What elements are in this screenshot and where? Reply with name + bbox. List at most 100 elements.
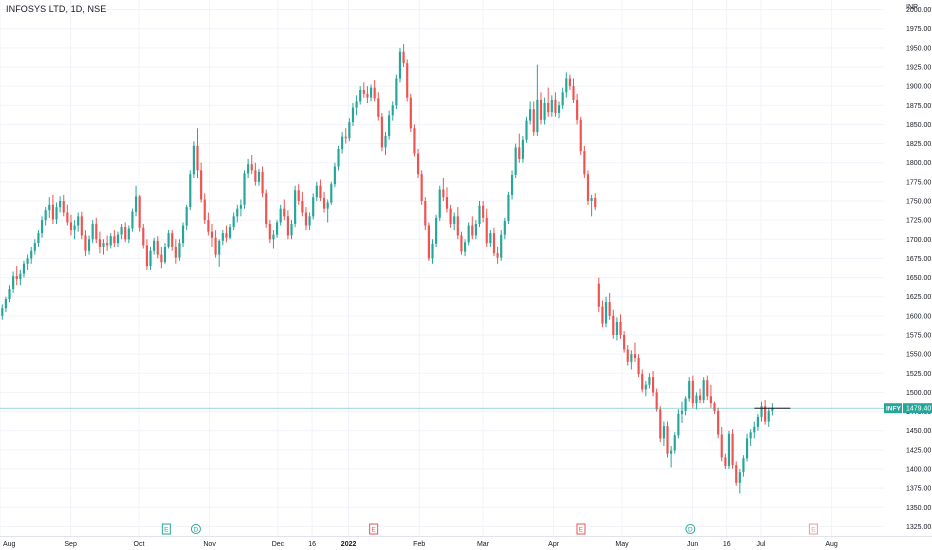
dividend-marker[interactable]: D <box>190 524 201 534</box>
candle-body <box>695 395 698 404</box>
candle <box>388 110 391 140</box>
candle-body <box>702 380 705 401</box>
marker-shape <box>685 524 696 534</box>
candle-body <box>435 217 438 244</box>
candle <box>395 74 398 110</box>
candle-body <box>203 199 206 221</box>
candle-body <box>619 321 622 335</box>
candle <box>586 170 590 205</box>
marker-shape <box>190 524 201 534</box>
candle <box>391 101 394 121</box>
candle <box>767 407 770 427</box>
candle <box>145 239 148 270</box>
marker-letter: D <box>688 527 693 534</box>
earnings-marker[interactable]: E <box>808 523 818 535</box>
candle-body <box>84 235 87 251</box>
candle <box>210 223 214 247</box>
candle-body <box>496 253 499 258</box>
candle <box>655 388 658 412</box>
time-axis[interactable]: Aug Sep Oct Nov Dec 16 2022 Feb Mar Apr May Jun 16 Ju… <box>0 536 932 550</box>
candle <box>536 64 539 136</box>
candle <box>297 184 300 205</box>
candle-body <box>424 201 427 226</box>
candle-body <box>485 217 488 244</box>
candle <box>641 369 644 393</box>
candle <box>344 128 347 144</box>
candle-body <box>268 223 271 240</box>
candle <box>713 401 716 414</box>
candle-body <box>550 99 553 113</box>
candle-body <box>142 227 145 246</box>
candle-body <box>518 147 521 159</box>
candle <box>402 44 405 67</box>
candle-body <box>413 128 416 154</box>
candle-body <box>677 413 680 436</box>
candle-body <box>713 403 716 411</box>
candle <box>409 93 412 133</box>
candle <box>225 225 228 243</box>
candle-body <box>124 227 127 240</box>
candle-body <box>120 227 123 235</box>
candle <box>637 354 640 378</box>
candle <box>543 97 546 125</box>
candle-body <box>666 426 669 454</box>
candle <box>608 292 611 320</box>
candle-body <box>539 99 543 120</box>
marker-shape <box>808 523 818 535</box>
candle <box>424 197 427 231</box>
price-tick-label: 1725.00 <box>906 218 931 225</box>
candlestick-series[interactable] <box>1 44 774 494</box>
candle <box>359 86 362 105</box>
time-tick-label: Jun <box>687 541 698 548</box>
earnings-marker[interactable]: E <box>369 523 379 535</box>
candle-body <box>236 208 239 217</box>
candle <box>366 86 369 103</box>
candle-body <box>243 173 246 205</box>
time-tick-label: Aug <box>3 541 16 548</box>
candle <box>203 193 206 224</box>
candle <box>98 231 101 254</box>
earnings-marker[interactable]: E <box>576 523 586 535</box>
candle-body <box>48 204 51 211</box>
candle <box>594 193 597 211</box>
candle <box>557 101 561 119</box>
candle-body <box>167 233 170 247</box>
candle <box>460 231 463 255</box>
candle <box>413 124 416 157</box>
candle-body <box>594 197 597 208</box>
candle <box>149 246 152 270</box>
candle-body <box>225 233 228 238</box>
candle <box>261 166 264 198</box>
candle-body <box>673 435 676 451</box>
time-tick-label: Apr <box>548 541 560 548</box>
candle-body <box>8 289 11 300</box>
marker-shape <box>161 523 171 535</box>
candle <box>380 112 383 152</box>
candle-body <box>261 171 264 194</box>
candle-body <box>727 433 731 466</box>
candle-body <box>467 225 470 243</box>
candle-body <box>442 189 445 198</box>
candle <box>695 392 698 410</box>
candle <box>272 230 275 249</box>
candle-body <box>597 283 600 307</box>
price-tag-value: 1479.40 <box>906 406 931 413</box>
candle <box>727 430 731 469</box>
price-tick-label: 1500.00 <box>906 390 931 397</box>
candle-body <box>87 239 91 251</box>
candle-body <box>724 457 727 466</box>
earnings-marker[interactable]: E <box>161 523 171 535</box>
candle <box>709 384 712 408</box>
candle-body <box>174 246 177 258</box>
candle <box>189 170 192 211</box>
candle <box>467 222 470 246</box>
time-axis-bg <box>0 536 884 550</box>
candle <box>539 92 543 125</box>
candle-body <box>22 263 26 274</box>
candle <box>113 230 116 247</box>
dividend-marker[interactable]: D <box>685 524 696 534</box>
candle <box>753 421 756 439</box>
